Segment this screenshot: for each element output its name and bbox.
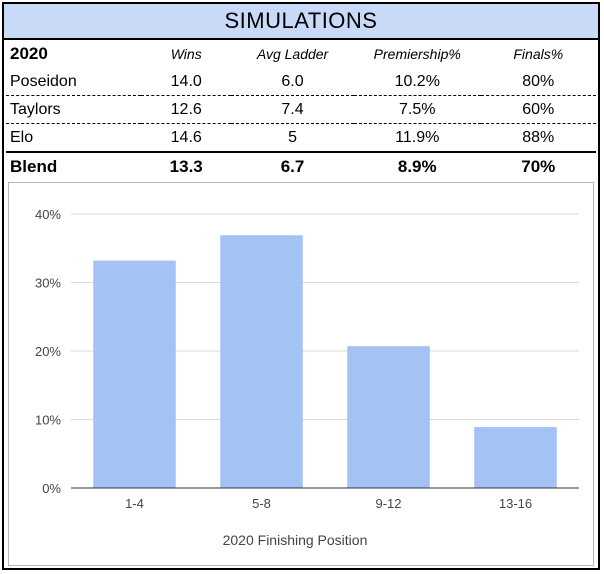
y-tick-label: 30% bbox=[35, 276, 61, 291]
blend-finals: 70% bbox=[521, 156, 556, 176]
bar-5-8 bbox=[220, 235, 303, 488]
simulations-panel: SIMULATIONS 2020 Wins Avg Ladder Premier… bbox=[2, 2, 600, 570]
panel-title: SIMULATIONS bbox=[4, 4, 598, 40]
row-avg-ladder: 5 bbox=[231, 123, 354, 153]
row-model-name: Taylors bbox=[6, 95, 142, 124]
header-year: 2020 bbox=[10, 44, 48, 63]
header-premiership: Premiership% bbox=[373, 46, 461, 62]
blend-avg-ladder: 6.7 bbox=[280, 156, 305, 176]
blend-wins: 13.3 bbox=[169, 156, 203, 176]
row-premiership: 11.9% bbox=[353, 123, 481, 153]
bar-1-4 bbox=[93, 260, 176, 488]
row-finals: 60% bbox=[480, 95, 596, 124]
x-tick-label: 5-8 bbox=[252, 496, 271, 511]
row-model-name: Poseidon bbox=[6, 68, 142, 96]
row-finals: 88% bbox=[480, 123, 596, 153]
header-wins: Wins bbox=[170, 46, 202, 62]
bar-13-16 bbox=[474, 427, 557, 488]
x-tick-label: 13-16 bbox=[499, 496, 532, 511]
row-wins: 14.0 bbox=[141, 68, 232, 96]
x-axis-label: 2020 Finishing Position bbox=[223, 532, 368, 548]
row-avg-ladder: 6.0 bbox=[231, 68, 354, 96]
row-wins: 12.6 bbox=[141, 95, 232, 124]
header-finals: Finals% bbox=[513, 46, 564, 62]
row-model-name: Elo bbox=[6, 123, 142, 153]
x-tick-label: 9-12 bbox=[375, 496, 401, 511]
table-row-blend: Blend 13.3 6.7 8.9% 70% bbox=[6, 152, 596, 180]
y-tick-label: 0% bbox=[42, 481, 61, 496]
finishing-position-chart: 0% 10% 20% 30% 40% 1-4 5-8 9-12 13-16 2020 Finish… bbox=[8, 182, 594, 566]
blend-name: Blend bbox=[10, 156, 58, 176]
table-row-elo: Elo 14.6 5 11.9% 88% bbox=[6, 123, 596, 153]
row-premiership: 7.5% bbox=[353, 95, 481, 124]
row-finals: 80% bbox=[480, 68, 596, 96]
table-header-row: 2020 Wins Avg Ladder Premiership% Finals… bbox=[6, 40, 596, 68]
bar-9-12 bbox=[347, 346, 430, 488]
row-premiership: 10.2% bbox=[353, 68, 481, 96]
row-wins: 14.6 bbox=[141, 123, 232, 153]
bar-chart-svg: 0% 10% 20% 30% 40% 1-4 5-8 9-12 13-16 2020 Finish… bbox=[35, 207, 579, 548]
row-avg-ladder: 7.4 bbox=[231, 95, 354, 124]
y-tick-label: 40% bbox=[35, 207, 61, 222]
simulation-table: 2020 Wins Avg Ladder Premiership% Finals… bbox=[6, 40, 596, 180]
y-tick-label: 10% bbox=[35, 413, 61, 428]
table-row-taylors: Taylors 12.6 7.4 7.5% 60% bbox=[6, 95, 596, 124]
y-tick-label: 20% bbox=[35, 344, 61, 359]
header-avg-ladder: Avg Ladder bbox=[256, 46, 329, 62]
x-tick-label: 1-4 bbox=[125, 496, 144, 511]
table-row-poseidon: Poseidon 14.0 6.0 10.2% 80% bbox=[6, 68, 596, 96]
blend-premiership: 8.9% bbox=[397, 156, 437, 176]
